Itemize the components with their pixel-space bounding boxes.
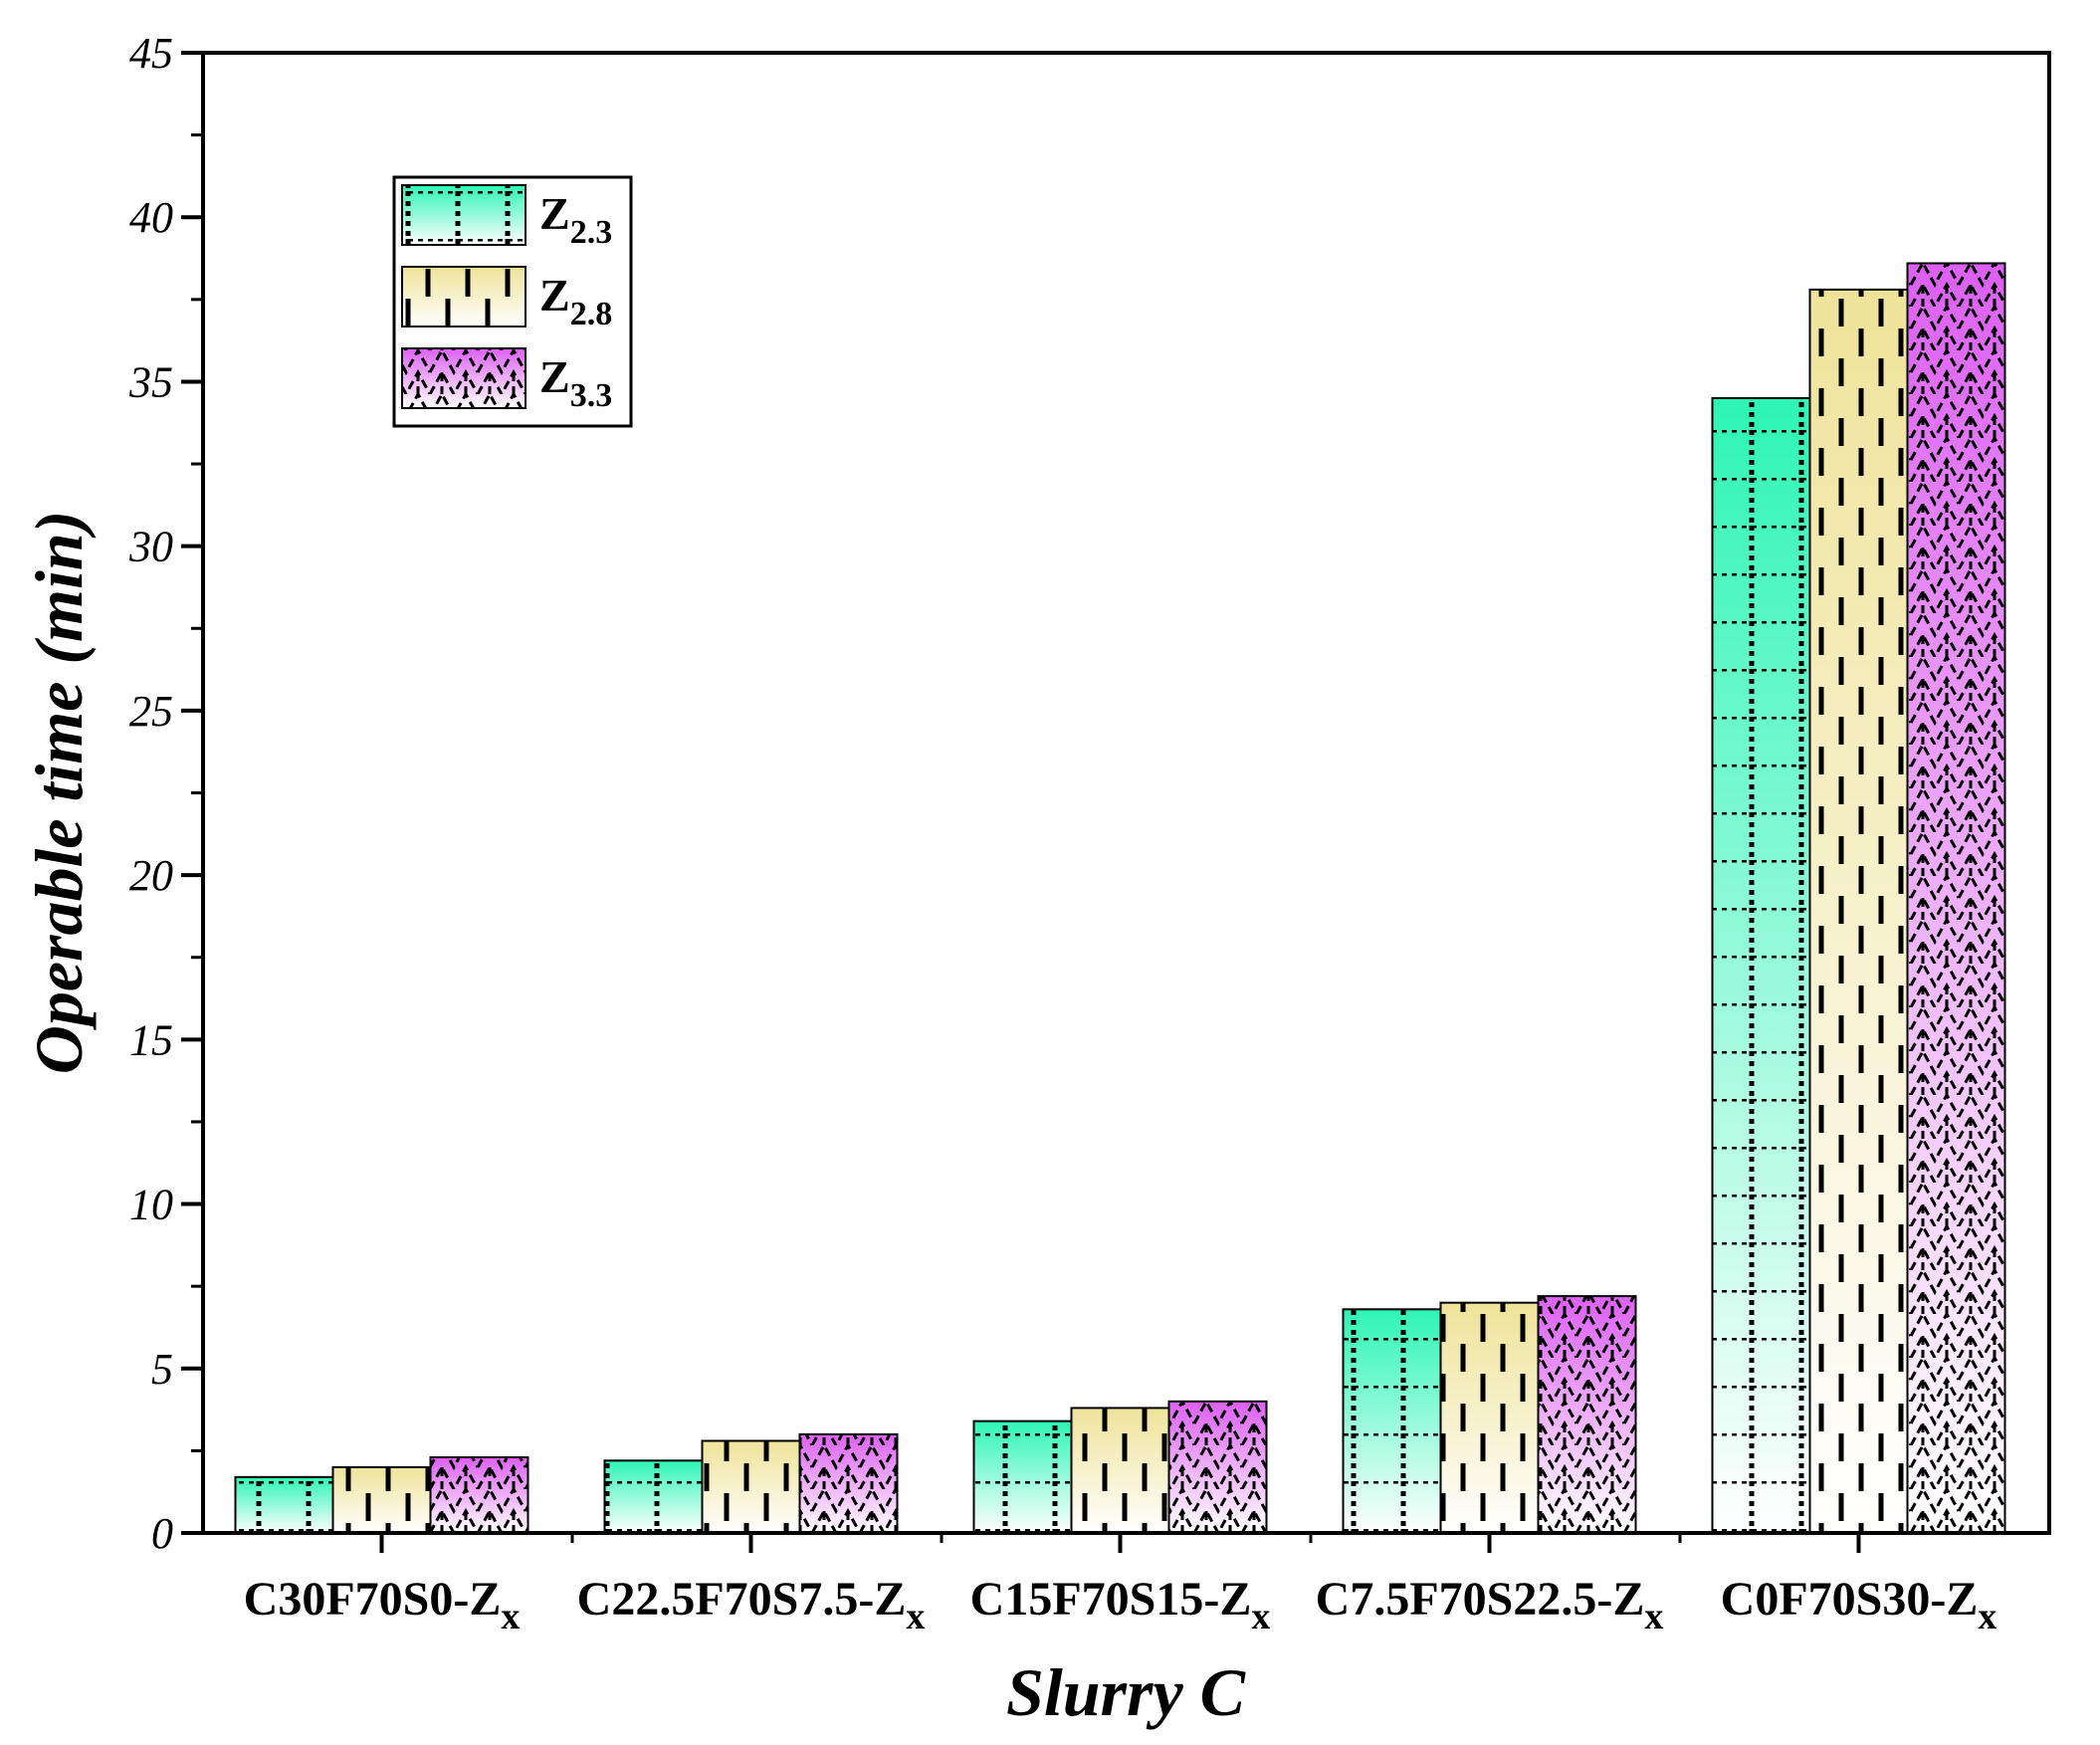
bar-5-series-1-hatch	[1711, 396, 1811, 1534]
x-tick-label-5: C0F70S30-Zx	[1721, 1573, 1997, 1637]
legend-label-2: Z2.8	[539, 270, 612, 332]
y-tick-label-20: 20	[129, 851, 173, 900]
bar-3-series-1-hatch	[972, 1419, 1073, 1535]
y-axis-title: Operable time (min)	[21, 511, 97, 1075]
x-tick-label-4: C7.5F70S22.5-Zx	[1316, 1573, 1664, 1637]
bar-1-series-2-hatch	[331, 1465, 432, 1535]
bar-4-series-2-hatch	[1439, 1301, 1540, 1534]
bar-1-series-1-hatch	[234, 1475, 334, 1535]
bar-5-series-2-hatch	[1808, 288, 1909, 1534]
y-tick-label-30: 30	[128, 523, 173, 571]
legend-swatch-2-hatch	[401, 266, 526, 327]
y-tick-label-0: 0	[151, 1509, 173, 1558]
x-axis: C30F70S0-Zx C22.5F70S7.5-Zx C15F70S15-Zx C7…	[244, 1533, 1997, 1637]
y-tick-label-15: 15	[129, 1015, 173, 1064]
bar-2-series-3-hatch	[798, 1432, 899, 1535]
bar-2-series-1-hatch	[603, 1459, 704, 1535]
x-tick-label-3: C15F70S15-Zx	[970, 1573, 1271, 1637]
bar-5-series-3-hatch	[1906, 262, 2006, 1534]
bars-layer	[234, 262, 2006, 1535]
legend-label-1: Z2.3	[539, 188, 612, 251]
x-tick-label-1: C30F70S0-Zx	[244, 1573, 521, 1637]
x-axis-title: Slurry C	[1006, 1654, 1246, 1730]
legend: Z2.3 Z2.8 Z3.3	[392, 175, 633, 428]
legend-label-3: Z3.3	[539, 351, 612, 414]
bar-1-series-3-hatch	[429, 1455, 529, 1535]
legend-swatch-3-hatch	[401, 347, 526, 409]
legend-swatch-1-hatch	[401, 184, 526, 246]
bar-3-series-3-hatch	[1167, 1400, 1268, 1535]
bar-3-series-2-hatch	[1070, 1407, 1170, 1535]
y-axis: 0 5 10 15 20 25 30 35 40 45	[128, 29, 203, 1558]
y-tick-label-35: 35	[128, 357, 173, 406]
y-tick-label-10: 10	[129, 1181, 173, 1229]
y-tick-label-25: 25	[129, 687, 173, 736]
x-tick-label-2: C22.5F70S7.5-Zx	[577, 1573, 926, 1637]
bar-4-series-3-hatch	[1537, 1295, 1637, 1534]
bar-4-series-1-hatch	[1342, 1308, 1442, 1534]
y-tick-label-40: 40	[129, 193, 173, 242]
y-tick-label-5: 5	[151, 1345, 173, 1394]
y-tick-label-45: 45	[129, 29, 173, 78]
bar-2-series-2-hatch	[701, 1439, 801, 1535]
